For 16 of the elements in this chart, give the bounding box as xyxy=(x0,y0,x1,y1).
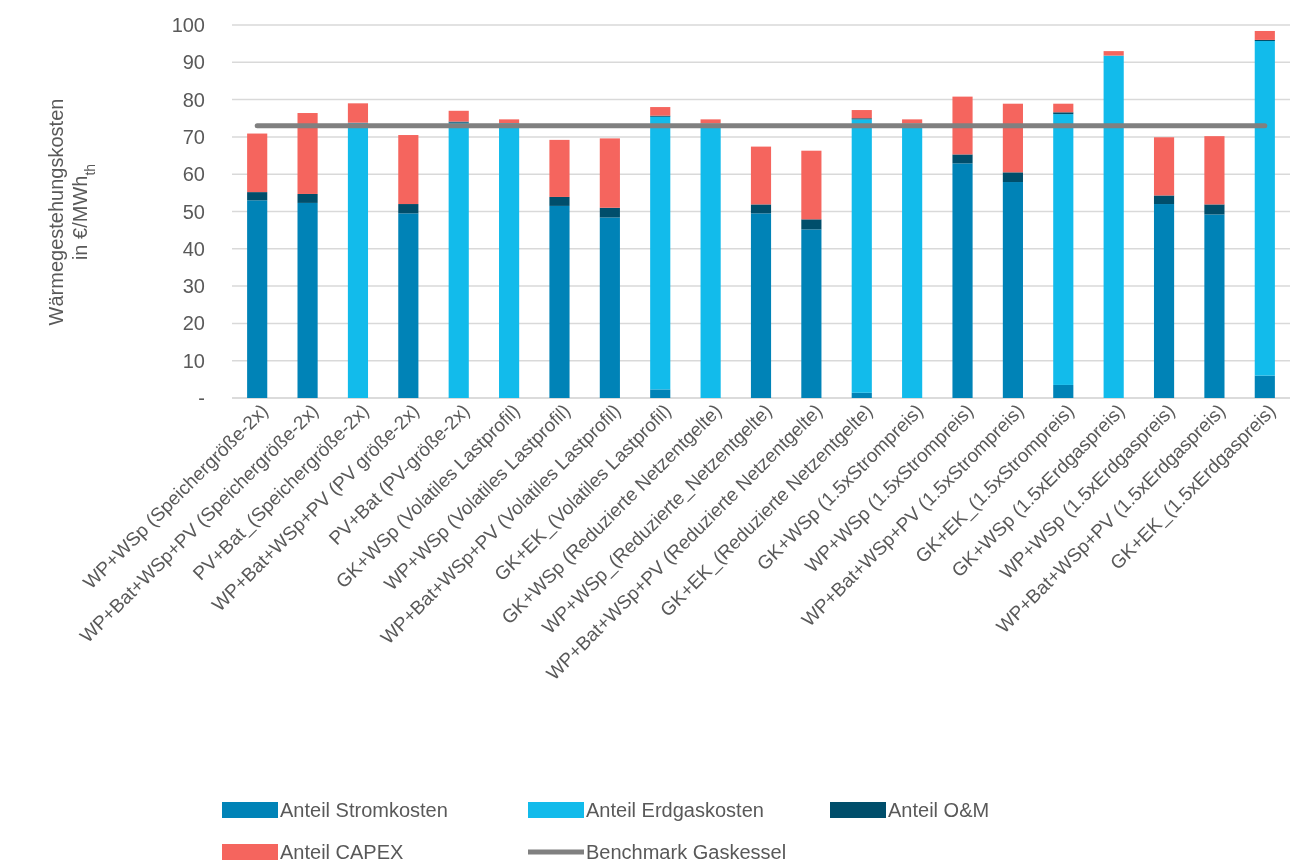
legend-label: Anteil Erdgaskosten xyxy=(586,799,764,821)
y-tick-label: 60 xyxy=(182,163,205,186)
y-tick-label: 40 xyxy=(182,237,205,260)
y-tick-label: 100 xyxy=(171,14,205,36)
y-tick-label: 90 xyxy=(182,51,205,74)
y-tick-label: 50 xyxy=(182,200,205,223)
legend-label: Benchmark Gaskessel xyxy=(586,841,787,863)
y-tick-label: 20 xyxy=(182,312,205,335)
y-tick-label: 10 xyxy=(182,349,205,372)
y-tick-label: - xyxy=(198,387,205,409)
legend-label: Anteil O&M xyxy=(888,799,990,821)
y-tick-label: 80 xyxy=(182,88,205,111)
y-tick-label: 70 xyxy=(182,125,205,148)
legend-label: Anteil Stromkosten xyxy=(280,799,448,821)
y-tick-label: 30 xyxy=(182,275,205,298)
legend-label: Anteil CAPEX xyxy=(280,841,404,863)
